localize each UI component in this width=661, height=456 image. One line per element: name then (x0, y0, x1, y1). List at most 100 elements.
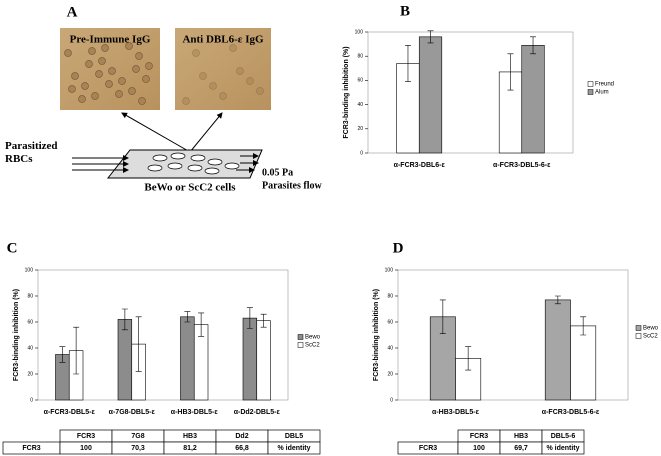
table-cell-text: % identity (277, 445, 310, 452)
x-tick-label: α-FCR3-DBL5-ε (44, 409, 96, 416)
cell (229, 44, 237, 52)
table-header: FCR3 (77, 433, 95, 440)
y-tick-label: 20 (357, 126, 363, 132)
cell (125, 42, 133, 50)
cell (91, 92, 99, 100)
plot-frame (367, 31, 574, 154)
left-label: Parasitized RBCs (5, 140, 58, 165)
y-tick-label: 60 (27, 319, 33, 325)
plot-frame (37, 269, 289, 401)
bar (242, 317, 258, 401)
error-bar (121, 308, 128, 331)
error-bar (530, 36, 537, 55)
y-tick-label: 60 (357, 78, 363, 84)
error-bar (73, 326, 80, 375)
right-label: Parasites flow (262, 180, 322, 191)
panel-label: A (67, 4, 78, 20)
error-bar (184, 311, 191, 323)
panel-label: C (7, 240, 18, 256)
y-tick-label: 60 (387, 319, 393, 325)
bar (521, 45, 545, 154)
bar (117, 319, 133, 401)
legend-swatch (297, 342, 304, 348)
x-tick-label: α-HB3-DBL5-ε (432, 409, 480, 416)
x-tick-label: α-FCR3-DBL6-ε (394, 162, 446, 169)
table-cell (541, 441, 585, 455)
table-header: FCR3 (470, 433, 488, 440)
cell (81, 82, 89, 90)
table-cell (267, 441, 321, 455)
table-header: HB3 (183, 433, 197, 440)
table-cell-text: 70,3 (131, 445, 145, 452)
table-cell-text: FCR3 (22, 445, 40, 452)
cell (88, 47, 96, 55)
bar (570, 325, 597, 401)
legend-swatch (635, 333, 642, 339)
legend-swatch (587, 89, 594, 95)
cell (145, 62, 153, 70)
y-axis-label: FCR3-binding inhibition (%) (13, 289, 20, 381)
cell (118, 77, 126, 85)
cell (71, 72, 79, 80)
cell (132, 65, 140, 73)
y-tick-label: 40 (357, 102, 363, 108)
flow-arrows (72, 153, 259, 173)
cell (98, 57, 106, 65)
cell (142, 75, 150, 83)
bar (418, 36, 443, 154)
y-tick-label: 80 (387, 293, 393, 299)
cell (199, 72, 207, 80)
table-header: DBL5 (285, 433, 303, 440)
cell (182, 97, 190, 105)
y-tick-label: 0 (390, 397, 393, 403)
error-bar (246, 307, 253, 329)
cell (236, 67, 244, 75)
cell (192, 49, 200, 57)
error-bar (439, 299, 446, 334)
right-label: 0.05 Pa (262, 167, 293, 178)
plot-frame (397, 269, 629, 401)
cell (95, 70, 103, 78)
x-tick-label: α-FCR3-DBL5-6-ε (542, 409, 600, 416)
error-bar (580, 316, 587, 336)
table-cell-text: % identity (546, 445, 579, 452)
cell (219, 92, 227, 100)
bottom-label: BeWo or ScC2 cells (144, 182, 236, 194)
y-tick-label: 80 (27, 293, 33, 299)
error-bar (465, 346, 472, 371)
flow-chamber (106, 149, 263, 179)
y-tick-label: 40 (387, 345, 393, 351)
y-axis-label: FCR3-binding inhibition (%) (343, 46, 350, 138)
table-header: 7G8 (131, 433, 144, 440)
cell (85, 60, 93, 68)
error-bar (427, 30, 434, 44)
table-header: Dd2 (235, 433, 248, 440)
y-tick-label: 20 (387, 371, 393, 377)
label-box: Parasitized RBCs (5, 140, 58, 165)
cell (209, 82, 217, 90)
cell (64, 49, 72, 57)
legend-label: Alum (595, 90, 609, 96)
legend-label: ScC2 (643, 334, 658, 340)
error-bar (260, 313, 267, 328)
bar (544, 299, 571, 401)
error-bar (59, 346, 66, 363)
cell (128, 87, 136, 95)
error-bar (135, 316, 142, 372)
error-bar (507, 53, 514, 91)
arrow (121, 112, 191, 153)
table-cell-text: 81,2 (183, 445, 197, 452)
cell (78, 95, 86, 103)
table-cell-text: FCR3 (419, 445, 437, 452)
cell (135, 52, 143, 60)
legend-swatch (587, 81, 594, 87)
table-cell-text: 100 (80, 445, 92, 452)
image-label: Anti DBL6-ε IgG (182, 34, 264, 46)
legend-label: ScC2 (305, 343, 320, 349)
legend-label: Bewo (643, 326, 659, 332)
cell (115, 90, 123, 98)
x-tick-label: α-7G8-DBL5-ε (109, 409, 156, 416)
table-header: HB3 (514, 433, 528, 440)
legend-swatch (297, 334, 304, 340)
legend-label: Freund (595, 82, 614, 88)
